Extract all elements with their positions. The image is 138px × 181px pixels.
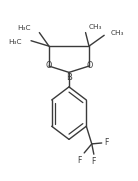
Text: CH₃: CH₃ — [111, 30, 125, 36]
Text: O: O — [87, 61, 93, 70]
Text: H₃C: H₃C — [8, 39, 21, 45]
Text: F: F — [104, 138, 109, 148]
Text: F: F — [78, 156, 82, 165]
Text: CH₃: CH₃ — [88, 24, 102, 30]
Text: H₃C: H₃C — [17, 24, 30, 31]
Text: O: O — [45, 61, 51, 70]
Text: F: F — [92, 157, 96, 167]
Text: B: B — [66, 73, 72, 82]
